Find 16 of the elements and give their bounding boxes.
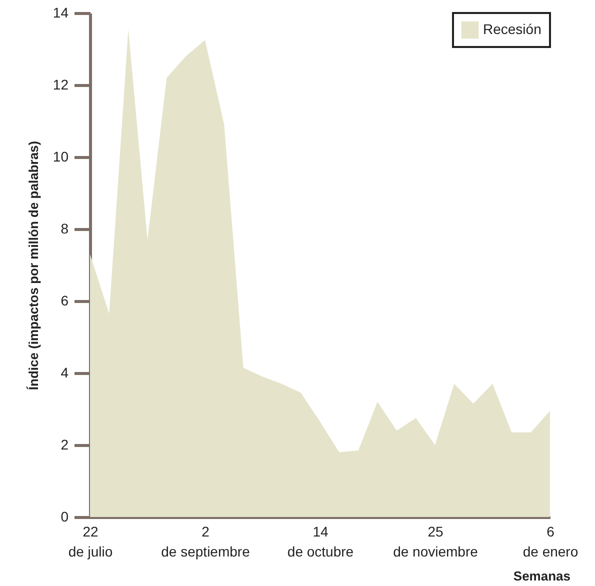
y-tick-label: 4 [60, 364, 69, 380]
y-tick-label: 2 [60, 436, 69, 452]
y-tick-label: 10 [52, 148, 69, 164]
y-tick-label: 0 [60, 508, 69, 524]
x-tick-label: 22 de julio [68, 524, 113, 560]
y-tick-label: 8 [60, 220, 69, 236]
x-tick-label: 2 de septiembre [161, 524, 250, 560]
x-tick-label: 6 de enero [522, 524, 578, 560]
legend-label: Recesión [483, 21, 542, 37]
x-tick-label: 14 de octubre [287, 524, 354, 560]
y-tick-label: 12 [52, 76, 69, 92]
y-tick-label: 14 [52, 4, 69, 20]
y-tick-label: 6 [60, 292, 69, 308]
y-axis-title: Índice (impactos por millón de palabras) [26, 140, 41, 390]
x-axis-title: Semanas [513, 568, 570, 584]
x-tick-label: 25 de noviembre [393, 524, 478, 560]
